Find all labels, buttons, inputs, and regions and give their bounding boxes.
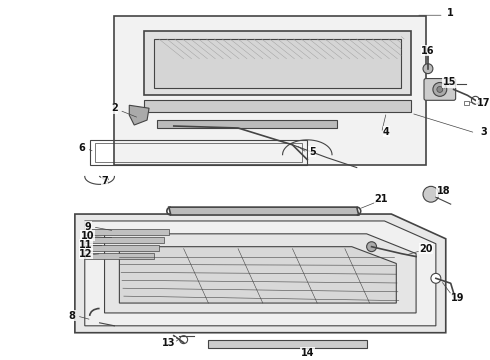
Text: 9: 9 xyxy=(84,222,91,232)
Text: 13: 13 xyxy=(162,338,175,348)
Polygon shape xyxy=(154,39,401,89)
Circle shape xyxy=(431,273,441,283)
Circle shape xyxy=(471,96,479,104)
Circle shape xyxy=(423,186,439,202)
Circle shape xyxy=(433,82,447,96)
Polygon shape xyxy=(85,245,159,251)
Text: 8: 8 xyxy=(69,311,75,321)
Text: 3: 3 xyxy=(480,127,487,137)
Polygon shape xyxy=(120,247,396,303)
Text: 1: 1 xyxy=(447,8,454,18)
Text: 5: 5 xyxy=(309,147,316,157)
FancyBboxPatch shape xyxy=(424,78,456,100)
Polygon shape xyxy=(104,234,416,313)
Circle shape xyxy=(180,336,188,343)
Text: 12: 12 xyxy=(79,249,93,258)
Text: 20: 20 xyxy=(419,244,433,254)
Text: 11: 11 xyxy=(79,240,93,250)
Polygon shape xyxy=(129,105,149,125)
Polygon shape xyxy=(169,207,359,215)
Polygon shape xyxy=(85,229,169,235)
Text: 18: 18 xyxy=(437,186,451,196)
Text: 6: 6 xyxy=(78,143,85,153)
Polygon shape xyxy=(144,100,411,112)
Text: 4: 4 xyxy=(383,127,390,137)
Text: 21: 21 xyxy=(375,194,388,204)
Text: 7: 7 xyxy=(101,176,108,186)
Circle shape xyxy=(423,64,433,73)
Text: 16: 16 xyxy=(421,46,435,56)
Circle shape xyxy=(437,86,443,93)
Polygon shape xyxy=(157,120,337,128)
Polygon shape xyxy=(85,237,164,243)
Polygon shape xyxy=(85,253,154,258)
Polygon shape xyxy=(144,31,411,95)
Polygon shape xyxy=(75,214,446,333)
Polygon shape xyxy=(85,221,436,326)
Polygon shape xyxy=(208,339,367,347)
Text: 17: 17 xyxy=(477,98,490,108)
Text: 15: 15 xyxy=(443,77,457,87)
Text: 19: 19 xyxy=(451,293,465,303)
Bar xyxy=(464,101,469,105)
Text: 14: 14 xyxy=(300,347,314,357)
Polygon shape xyxy=(115,16,426,165)
Text: 2: 2 xyxy=(111,103,118,113)
Circle shape xyxy=(367,242,376,252)
Text: 10: 10 xyxy=(81,231,95,241)
